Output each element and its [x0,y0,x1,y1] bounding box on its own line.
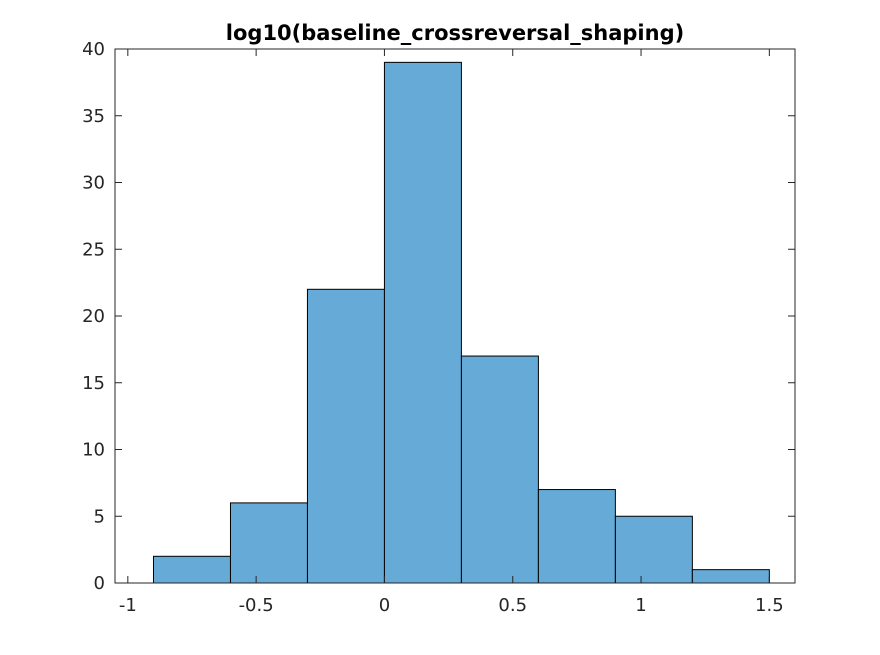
histogram-bar-7 [614,515,693,584]
histogram-bar-4 [383,61,462,584]
x-tick-label: 1 [635,595,646,616]
x-tick-label: 0.5 [498,595,527,616]
y-tick-label: 20 [82,306,105,327]
histogram-bar-1 [152,555,231,584]
x-tick-label: -1 [119,595,137,616]
x-axis-ticks: -1 -0.5 0 0.5 1 1.5 [119,49,784,616]
y-tick-label: 25 [82,239,105,260]
y-tick-label: 30 [82,173,105,194]
histogram-bar-8 [691,569,770,584]
chart-title: log10(baseline_crossreversal_shaping) [226,21,684,45]
x-tick-label: 1.5 [755,595,784,616]
histogram-bar-3 [306,288,385,584]
y-tick-label: 40 [82,39,105,60]
histogram-bar-2 [229,502,308,584]
histogram-bar-5 [460,355,539,584]
y-tick-label: 0 [94,573,105,594]
y-tick-label: 10 [82,440,105,461]
bars-group [152,61,770,584]
x-tick-label: -0.5 [239,595,274,616]
y-tick-label: 15 [82,373,105,394]
y-tick-label: 35 [82,106,105,127]
y-tick-label: 5 [94,506,105,527]
y-axis-ticks: 0 5 10 15 20 25 30 35 40 [82,39,795,594]
x-tick-label: 0 [379,595,390,616]
histogram-bar-6 [537,489,616,584]
